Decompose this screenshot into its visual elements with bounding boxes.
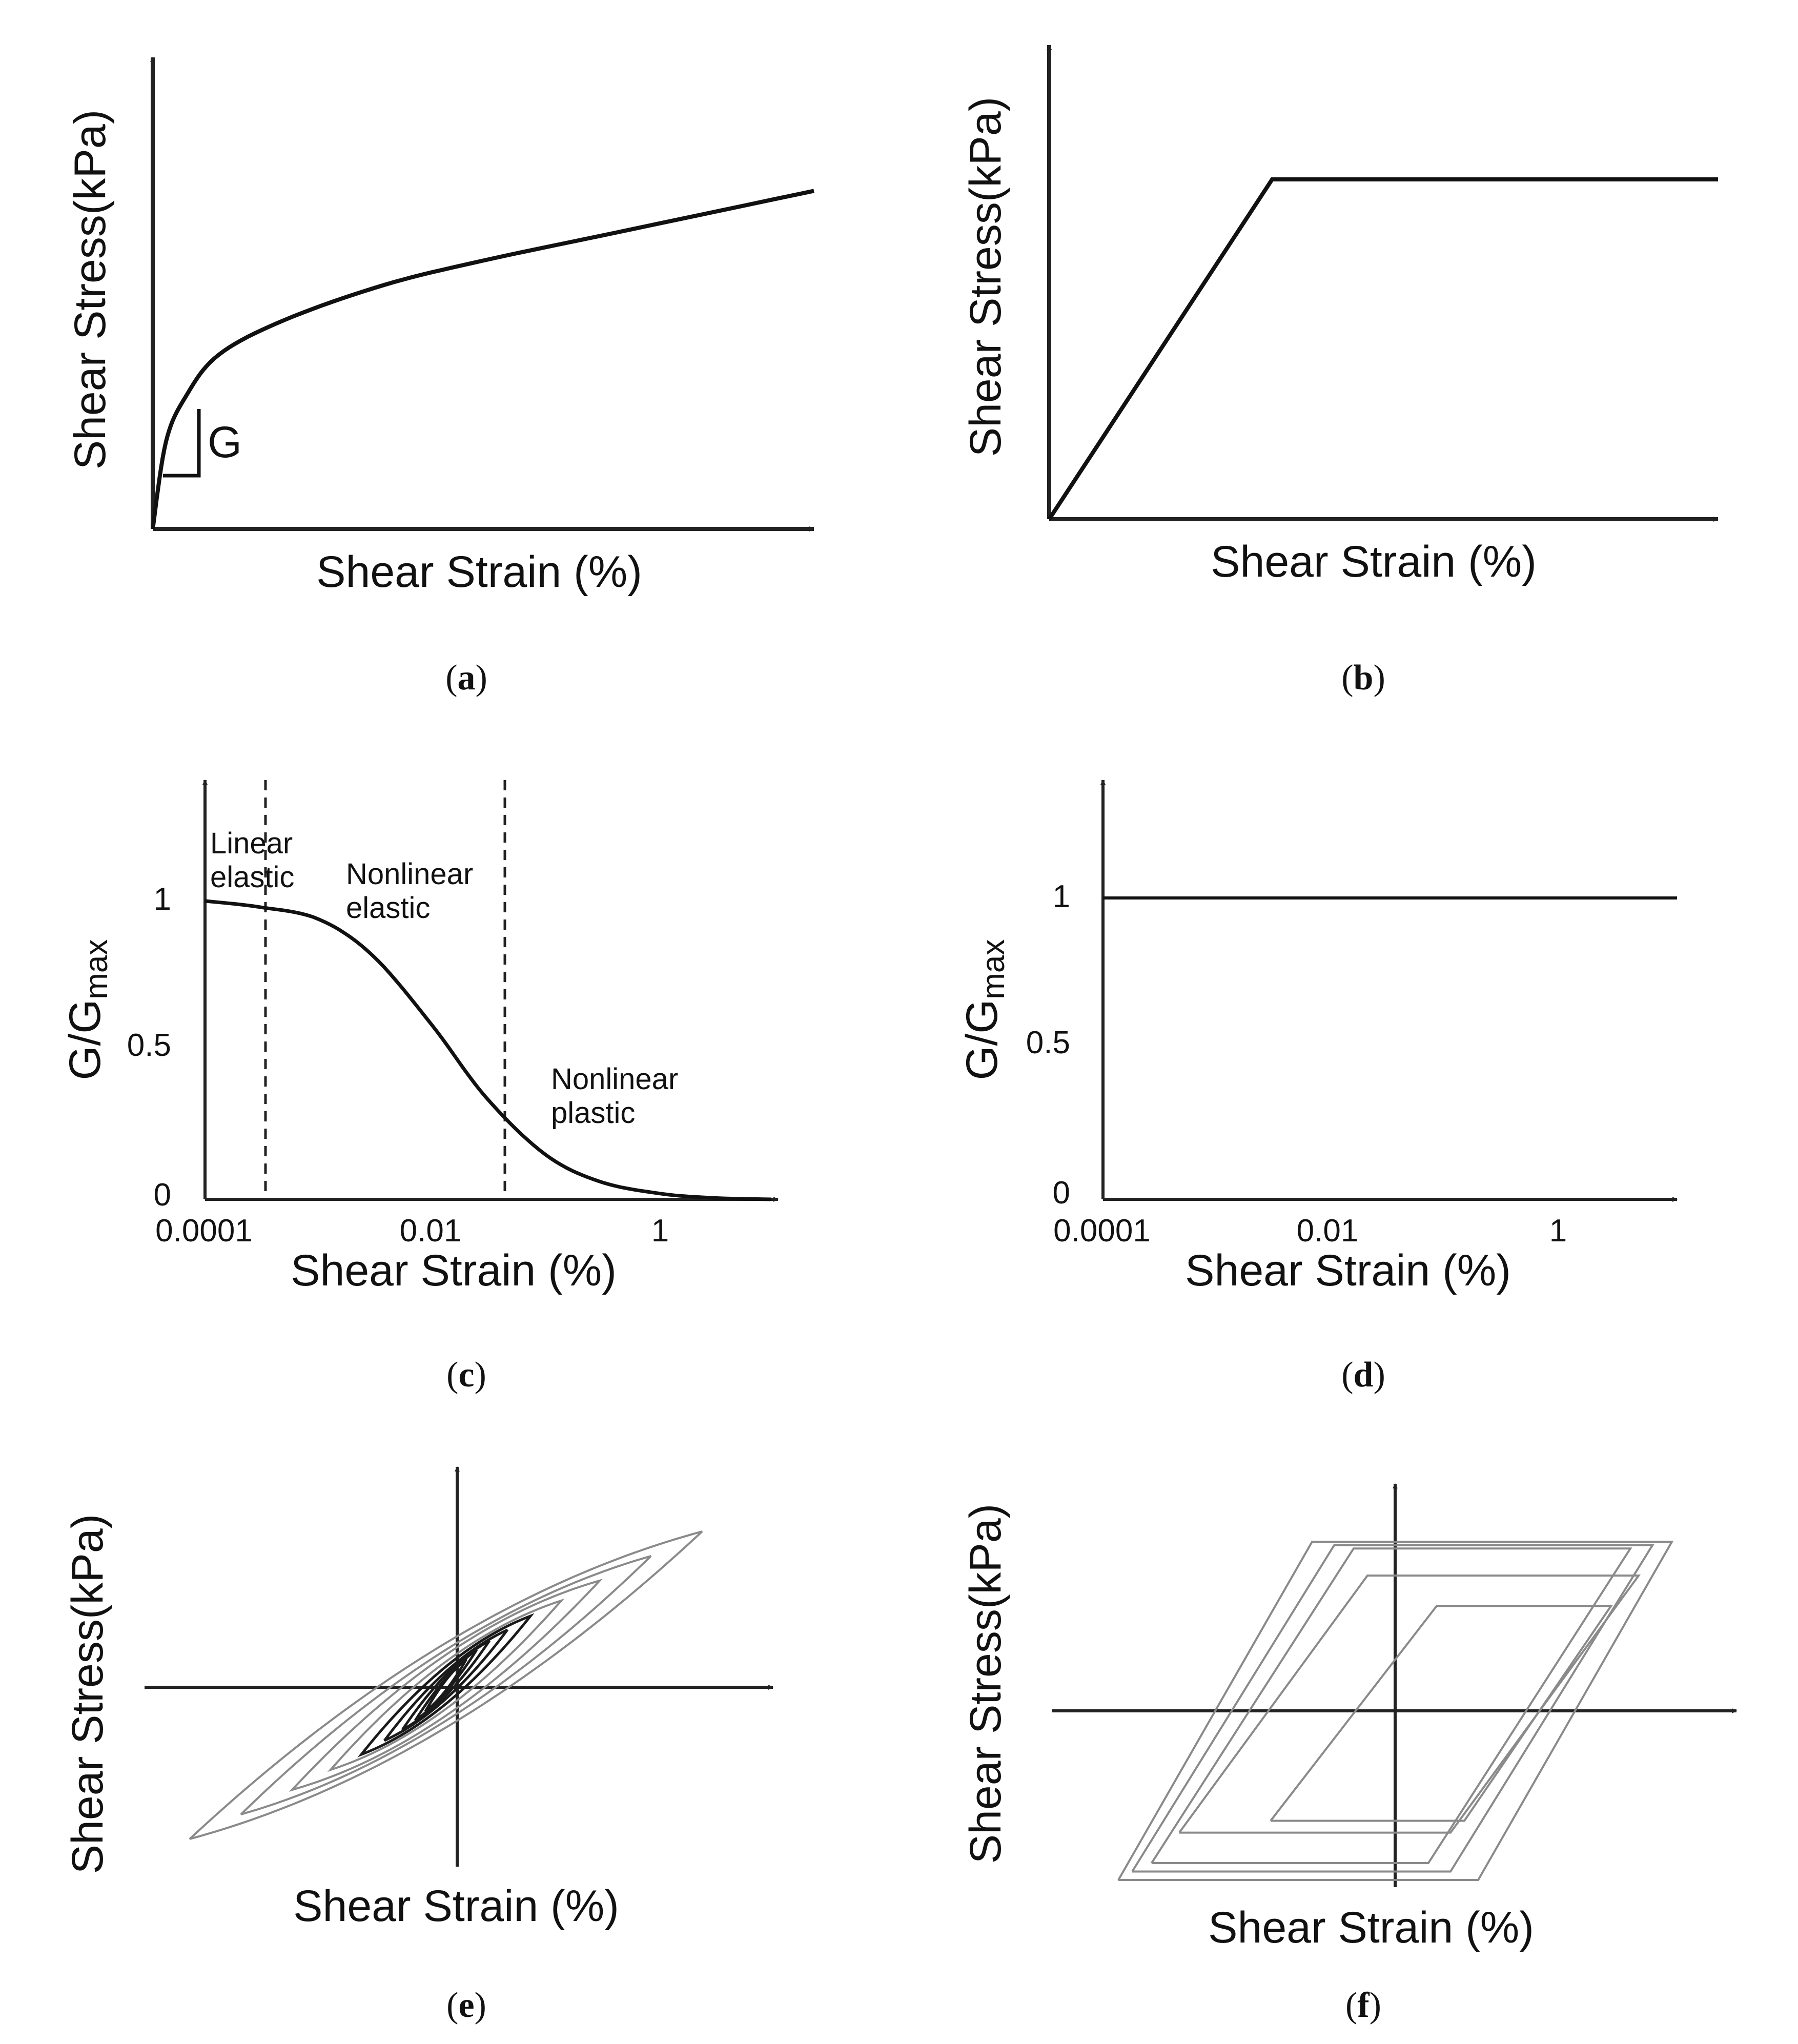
panel-f-loop [1131, 1544, 1654, 1873]
panel-a-modulus-triangle [163, 409, 201, 478]
panel-e-loop [289, 1579, 603, 1792]
panel-b-stress-strain-line [1047, 177, 1718, 521]
panel-e-loop [189, 1530, 703, 1840]
panel-d-y-tick-0.5: 0.5 [1026, 1025, 1070, 1060]
panel-e-caption: (e) [446, 1986, 486, 2025]
panel-c-caption: (c) [446, 1355, 486, 1395]
panel-c-x-tick-0.0001: 0.0001 [155, 1213, 253, 1249]
panel-f-loop [1178, 1575, 1641, 1834]
panel-c-x-tick-0.01: 0.01 [400, 1213, 462, 1249]
panel-c-region-linear-elastic: Linear elastic [210, 827, 301, 894]
panel-f-loop [1117, 1541, 1674, 1881]
panel-f-y-axis-title: Shear Stress(kPa) [961, 1504, 1010, 1864]
panel-b-y-axis-title: Shear Stress(kPa) [961, 97, 1010, 457]
panel-e-loop [327, 1598, 565, 1772]
panel-f-loop [1151, 1547, 1632, 1864]
panel-c-modulus-curve [205, 899, 772, 1201]
panel-e: Shear Stress(kPa) Shear Strain (%) (e) [63, 1466, 773, 2025]
panel-c-region-nonlinear-elastic: Nonlinear elastic [346, 857, 481, 925]
panel-d-y-tick-1: 1 [1053, 879, 1070, 914]
panel-c-x-axis-title: Shear Strain (%) [291, 1246, 617, 1295]
panel-d: 1 0.5 0 0.0001 0.01 1 G/Gmax Shear Strai… [957, 780, 1678, 1395]
panel-e-loop [424, 1658, 468, 1712]
panel-c-y-tick-1: 1 [154, 882, 171, 917]
panel-b-x-axis-title: Shear Strain (%) [1211, 537, 1537, 586]
panel-a-caption: (a) [445, 658, 487, 698]
panel-f-caption: (f) [1345, 1986, 1381, 2025]
panel-d-caption: (d) [1341, 1355, 1385, 1395]
panel-c-region-nonlinear-plastic: Nonlinear plastic [551, 1062, 686, 1130]
panel-e-loop [357, 1613, 535, 1757]
panel-c-y-tick-0.5: 0.5 [127, 1028, 171, 1063]
panel-e-x-axis-title: Shear Strain (%) [293, 1882, 619, 1931]
panel-e-y-axis-title: Shear Stress(kPa) [63, 1514, 112, 1874]
panel-f-hysteresis-loops [1117, 1541, 1674, 1881]
panel-b-caption: (b) [1341, 658, 1385, 698]
panel-d-y-axis-title: G/Gmax [957, 939, 1011, 1080]
panel-a-x-axis-title: Shear Strain (%) [316, 547, 642, 597]
panel-f-loop [1270, 1605, 1613, 1822]
panel-a-y-axis-title: Shear Stress(kPa) [66, 110, 115, 470]
panel-c-y-tick-0: 0 [154, 1177, 171, 1213]
panel-d-x-tick-1: 1 [1549, 1213, 1567, 1249]
panel-c-x-tick-1: 1 [651, 1213, 669, 1249]
panel-c: 1 0.5 0 0.0001 0.01 1 Linear elastic Non… [60, 780, 779, 1395]
panel-a: G Shear Strain (%) Shear Stress(kPa) (a) [66, 57, 814, 698]
panel-d-x-axis-title: Shear Strain (%) [1185, 1246, 1511, 1295]
panel-f-x-axis-title: Shear Strain (%) [1208, 1903, 1534, 1952]
panel-a-backbone-curve [151, 189, 814, 529]
panel-d-x-tick-0.0001: 0.0001 [1053, 1213, 1151, 1249]
panel-a-g-marker: G [208, 418, 242, 467]
panel-d-y-tick-0: 0 [1053, 1175, 1070, 1211]
panel-c-y-axis-title: G/Gmax [60, 939, 114, 1080]
panel-f: Shear Stress(kPa) Shear Strain (%) (f) [961, 1483, 1737, 2025]
panel-d-x-tick-0.01: 0.01 [1297, 1213, 1359, 1249]
panel-e-hysteresis-loops [189, 1530, 703, 1840]
panel-e-loop [240, 1555, 652, 1815]
panel-e-loop [401, 1639, 491, 1731]
panel-b: Shear Strain (%) Shear Stress(kPa) (b) [961, 45, 1719, 698]
